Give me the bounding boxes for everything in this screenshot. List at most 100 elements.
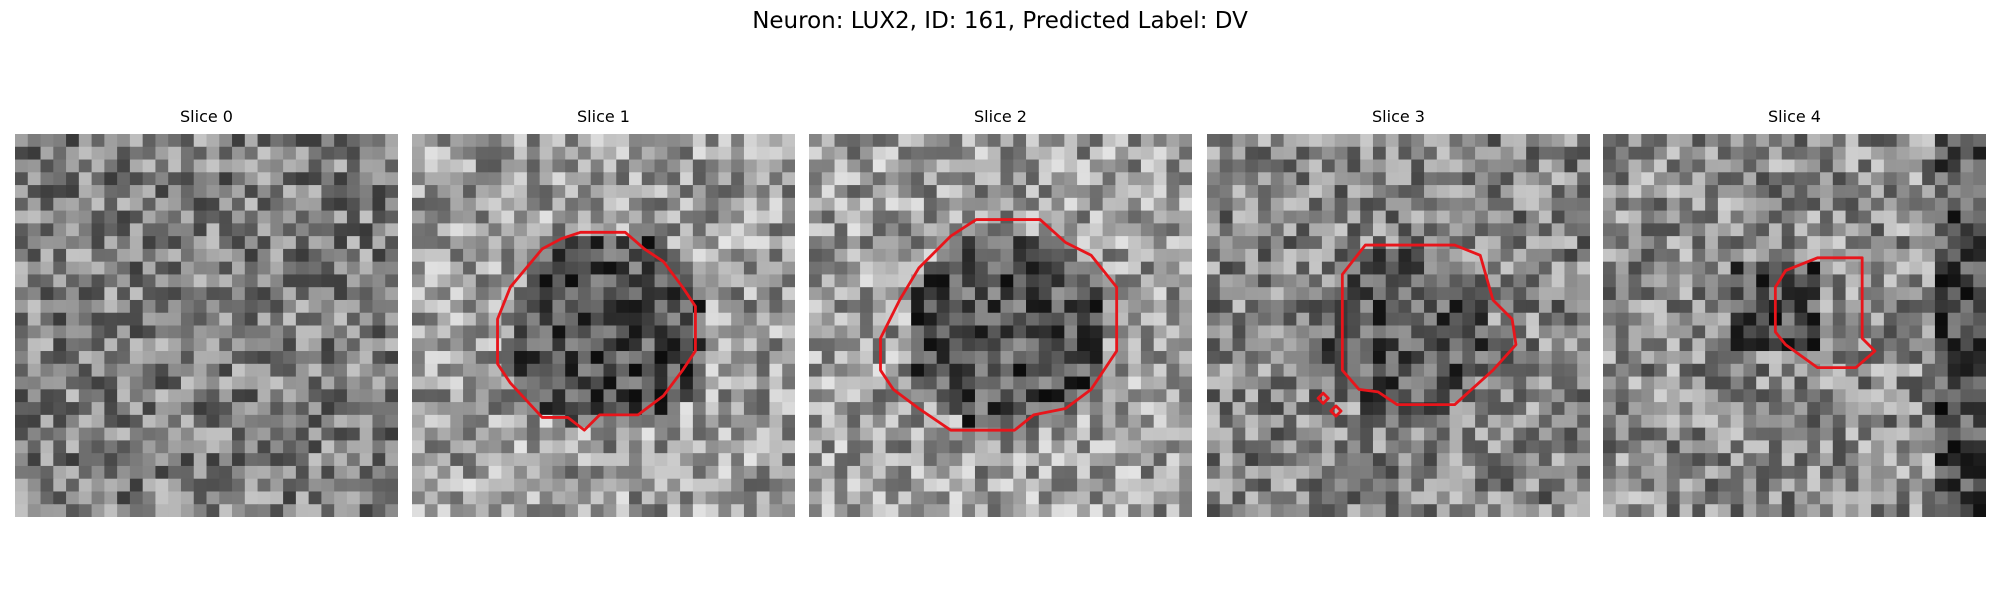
pixel [1000,299,1014,314]
pixel [1283,274,1297,288]
pixel [321,236,335,250]
pixel [168,363,182,378]
pixel [756,185,770,199]
pixel [1615,197,1630,212]
pixel [680,465,694,480]
pixel [1807,312,1821,327]
pixel [1153,351,1167,365]
pixel [987,185,1002,199]
pixel [463,325,477,339]
pixel [1064,465,1078,480]
pixel [923,287,938,301]
pixel [1000,465,1014,480]
pixel [1973,504,1986,517]
pixel [1000,236,1014,250]
pixel [1679,312,1693,327]
pixel [1166,274,1180,288]
pixel [1909,210,1923,224]
pixel [27,159,42,173]
pixel [1858,134,1872,148]
pixel [53,248,67,263]
pixel [987,389,1002,403]
pixel [962,325,976,339]
pixel [53,402,67,416]
pixel [1372,287,1387,301]
pixel [1666,236,1681,250]
pixel [53,504,67,517]
pixel [1577,172,1590,186]
pixel [1245,402,1259,416]
pixel [385,287,398,301]
pixel [1781,172,1796,186]
pixel [1538,287,1553,301]
pixel [1347,427,1361,441]
pixel [117,363,131,378]
pixel [974,453,989,467]
pixel [206,274,220,288]
pixel [1615,427,1630,441]
pixel [821,185,836,199]
pixel [1140,427,1155,441]
pixel [1603,491,1617,505]
pixel [1705,274,1719,288]
pixel [1883,453,1898,467]
pixel [1500,427,1514,441]
pixel [1102,185,1116,199]
pixel [1321,274,1336,288]
pixel [1258,351,1272,365]
pixel [193,363,208,378]
pixel [1245,478,1259,492]
pixel [193,261,208,275]
pixel [782,248,795,263]
pixel [385,440,398,454]
pixel [40,236,54,250]
pixel [1743,248,1757,263]
pixel [1258,478,1272,492]
pixel [308,223,322,237]
pixel [782,363,795,378]
pixel [1258,197,1272,212]
pixel [142,274,156,288]
pixel [654,223,668,237]
pixel [1603,325,1617,339]
pixel [1283,159,1297,173]
pixel [1245,351,1259,365]
pixel [987,197,1002,212]
pixel [1102,134,1116,148]
pixel [1692,325,1706,339]
pixel [142,376,156,390]
contour [1329,404,1343,418]
pixel [1883,427,1898,441]
pixel [782,197,795,212]
pixel [1436,223,1451,237]
pixel [1258,427,1272,441]
pixel [1245,299,1259,314]
pixel [1013,325,1027,339]
pixel [860,274,874,288]
pixel [898,134,912,148]
pixel [1270,248,1285,263]
pixel [1000,376,1014,390]
pixel [372,274,386,288]
pixel [1679,504,1693,517]
pixel [1245,453,1259,467]
pixel [53,299,67,314]
pixel [987,146,1002,161]
pixel [1628,223,1642,237]
pixel [1551,491,1565,505]
pixel [936,185,950,199]
pixel [232,414,246,429]
pixel [1245,389,1259,403]
pixel [15,172,29,186]
pixel [1347,504,1361,517]
pixel [1883,440,1898,454]
pixel [475,236,490,250]
pixel [692,248,707,263]
pixel [1102,248,1116,263]
pixel [1756,299,1770,314]
pixel [974,236,989,250]
pixel [385,504,398,517]
pixel [104,185,118,199]
pixel [1166,248,1180,263]
pixel [1858,159,1872,173]
